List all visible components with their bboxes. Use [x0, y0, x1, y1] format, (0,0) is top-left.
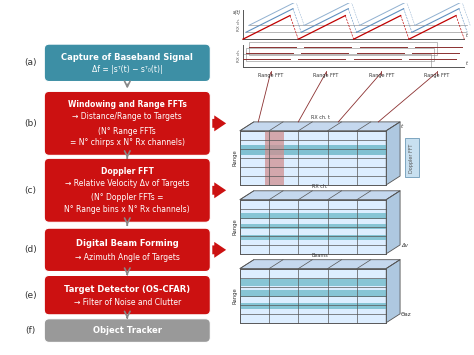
- Text: t: t: [465, 33, 467, 38]
- Text: → Azimuth Angle of Targets: → Azimuth Angle of Targets: [75, 253, 180, 262]
- Text: Δf = |sᵀ(t) − sᵀ₀(t)|: Δf = |sᵀ(t) − sᵀ₀(t)|: [92, 65, 163, 74]
- Text: Range: Range: [233, 287, 238, 304]
- Text: Object Tracker: Object Tracker: [93, 326, 162, 335]
- FancyBboxPatch shape: [44, 44, 210, 82]
- Text: Windowing and Range FFTs: Windowing and Range FFTs: [68, 100, 187, 109]
- Text: t: t: [401, 124, 403, 129]
- Text: s(t): s(t): [233, 10, 241, 15]
- Bar: [240, 235, 386, 240]
- Text: Doppler FFT: Doppler FFT: [101, 166, 154, 176]
- Text: Range: Range: [233, 218, 238, 235]
- Text: → Distance/Range to Targets: → Distance/Range to Targets: [73, 113, 182, 121]
- Bar: [240, 145, 386, 155]
- Text: Range FFT: Range FFT: [369, 73, 394, 78]
- FancyBboxPatch shape: [44, 91, 210, 155]
- FancyArrow shape: [212, 182, 226, 198]
- Text: t: t: [465, 61, 467, 66]
- Text: RX ch. t: RX ch. t: [310, 115, 329, 120]
- Text: Doppler FFT: Doppler FFT: [410, 143, 414, 173]
- Polygon shape: [240, 260, 400, 268]
- Bar: [240, 131, 386, 185]
- Bar: [240, 279, 386, 286]
- Text: N° Range bins x N° Rx channels): N° Range bins x N° Rx channels): [64, 205, 190, 214]
- Bar: [249, 42, 437, 55]
- Text: RX ch.: RX ch.: [237, 49, 241, 62]
- Bar: [240, 290, 386, 297]
- Bar: [265, 131, 284, 185]
- FancyBboxPatch shape: [44, 228, 210, 272]
- Text: Δv: Δv: [401, 243, 408, 248]
- Text: (N° Doppler FFTs =: (N° Doppler FFTs =: [91, 193, 164, 202]
- Text: RX ch.: RX ch.: [312, 184, 328, 189]
- Text: → Filter of Noise and Clutter: → Filter of Noise and Clutter: [73, 298, 181, 307]
- Text: (e): (e): [24, 291, 37, 300]
- Text: (b): (b): [24, 119, 37, 128]
- Bar: [240, 213, 386, 219]
- Text: Digital Beam Forming: Digital Beam Forming: [76, 239, 179, 248]
- Text: → Relative Velocity Δv of Targets: → Relative Velocity Δv of Targets: [65, 179, 190, 189]
- FancyArrow shape: [212, 242, 226, 258]
- Text: Target Detector (OS-CFAR): Target Detector (OS-CFAR): [64, 285, 191, 294]
- FancyBboxPatch shape: [44, 158, 210, 222]
- Polygon shape: [386, 260, 400, 323]
- Text: (c): (c): [25, 186, 36, 195]
- FancyBboxPatch shape: [44, 319, 210, 342]
- Text: = N° chirps x N° Rx channels): = N° chirps x N° Rx channels): [70, 138, 185, 147]
- Text: Range FFT: Range FFT: [258, 73, 283, 78]
- Text: (d): (d): [24, 245, 37, 254]
- Text: Range FFT: Range FFT: [424, 73, 449, 78]
- FancyBboxPatch shape: [44, 275, 210, 315]
- Text: RX ch.: RX ch.: [237, 18, 241, 31]
- Polygon shape: [240, 122, 400, 131]
- FancyArrow shape: [212, 115, 226, 131]
- Text: (f): (f): [25, 326, 36, 335]
- Bar: [240, 303, 386, 309]
- Polygon shape: [386, 122, 400, 185]
- Text: Range: Range: [233, 149, 238, 166]
- Bar: [240, 224, 386, 229]
- Text: Capture of Baseband Signal: Capture of Baseband Signal: [61, 53, 193, 62]
- Polygon shape: [386, 191, 400, 254]
- Polygon shape: [240, 191, 400, 200]
- Bar: [243, 54, 431, 67]
- Text: Θaz: Θaz: [401, 312, 412, 317]
- Bar: [240, 200, 386, 254]
- Text: (a): (a): [24, 58, 36, 67]
- Bar: [246, 48, 434, 61]
- Text: Beams: Beams: [311, 253, 328, 258]
- Bar: [240, 268, 386, 323]
- Text: Range FFT: Range FFT: [313, 73, 338, 78]
- Text: (N° Range FFTs: (N° Range FFTs: [99, 126, 156, 136]
